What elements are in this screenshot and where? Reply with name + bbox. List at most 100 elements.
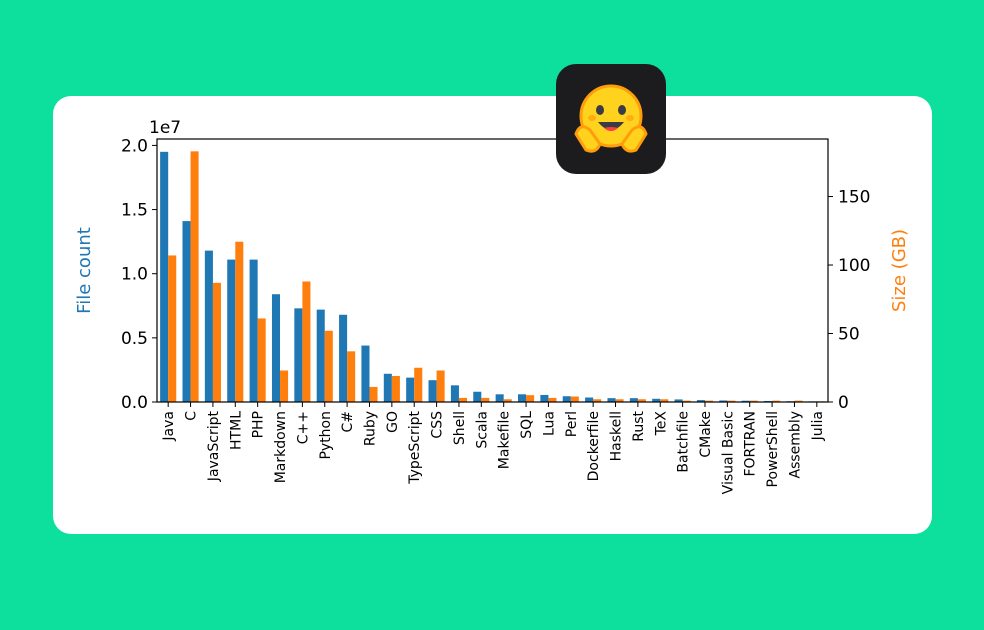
bar-file-count-1 bbox=[182, 221, 191, 402]
x-tick-label: Scala bbox=[474, 411, 490, 449]
bar-size-7 bbox=[324, 330, 333, 402]
right-tick-label: 100 bbox=[838, 256, 870, 276]
right-tick-label: 0 bbox=[838, 393, 849, 413]
bar-size-5 bbox=[280, 370, 289, 402]
bar-file-count-12 bbox=[428, 380, 437, 402]
bar-size-4 bbox=[257, 318, 266, 402]
bar-file-count-14 bbox=[473, 391, 482, 402]
bar-file-count-26 bbox=[741, 400, 750, 402]
bar-size-21 bbox=[637, 399, 646, 402]
x-tick-label: Python bbox=[318, 411, 334, 460]
bar-file-count-5 bbox=[271, 294, 281, 402]
x-tick-label: Julia bbox=[810, 411, 826, 441]
bar-size-23 bbox=[682, 400, 691, 402]
right-axis-label: Size (GB) bbox=[889, 229, 910, 312]
bar-size-1 bbox=[190, 151, 199, 402]
bar-file-count-8 bbox=[339, 314, 348, 402]
x-tick-label: PowerShell bbox=[765, 411, 781, 487]
x-tick-label: HTML bbox=[228, 411, 244, 450]
bar-file-count-6 bbox=[294, 308, 303, 402]
bar-file-count-4 bbox=[249, 259, 258, 402]
bar-size-19 bbox=[593, 399, 602, 402]
x-tick-label: GO bbox=[385, 411, 401, 433]
hugging-face-emoji-icon bbox=[574, 84, 648, 153]
x-tick-label: Lua bbox=[541, 411, 557, 436]
bar-size-28 bbox=[794, 400, 803, 402]
bar-size-18 bbox=[570, 396, 579, 402]
bar-file-count-13 bbox=[450, 385, 459, 402]
right-tick-label: 50 bbox=[838, 325, 860, 345]
x-tick-label: Makefile bbox=[497, 411, 513, 469]
x-tick-label: Shell bbox=[452, 411, 468, 445]
bar-size-2 bbox=[212, 282, 221, 402]
x-tick-label: CSS bbox=[430, 411, 446, 439]
bar-file-count-22 bbox=[652, 398, 661, 402]
bar-file-count-11 bbox=[406, 377, 415, 402]
x-tick-label: Assembly bbox=[787, 411, 803, 478]
bar-size-15 bbox=[503, 399, 512, 402]
bar-size-9 bbox=[369, 386, 378, 402]
bar-size-12 bbox=[436, 370, 445, 402]
x-tick-label: C# bbox=[340, 411, 356, 433]
plot-frame bbox=[156, 138, 829, 403]
x-tick-label: Ruby bbox=[362, 411, 378, 446]
bar-file-count-2 bbox=[204, 250, 213, 402]
bar-file-count-7 bbox=[316, 309, 325, 402]
bar-file-count-23 bbox=[674, 399, 683, 402]
bar-size-6 bbox=[302, 281, 311, 402]
left-tick-label: 1.5 bbox=[121, 201, 148, 221]
left-tick-label: 1.0 bbox=[121, 265, 148, 285]
bar-file-count-16 bbox=[517, 394, 527, 402]
bar-size-3 bbox=[235, 241, 244, 402]
left-tick-label: 0.0 bbox=[121, 393, 148, 413]
x-tick-label: C bbox=[184, 411, 200, 421]
x-tick-label: Haskell bbox=[609, 411, 625, 461]
bar-file-count-3 bbox=[227, 259, 236, 402]
bar-chart: 0.0 0.5 1.0 1.5 2.0 0 50 100 150 Java C JavaScrip… bbox=[74, 118, 910, 494]
left-tick-label: 0.5 bbox=[121, 329, 148, 349]
bar-file-count-15 bbox=[495, 394, 504, 402]
bar-size-13 bbox=[458, 397, 468, 402]
bar-size-24 bbox=[704, 400, 714, 402]
x-tick-label: TypeScript bbox=[407, 410, 423, 484]
x-tick-label: SQL bbox=[519, 411, 535, 439]
bar-size-11 bbox=[414, 367, 423, 402]
bar-size-16 bbox=[526, 395, 535, 402]
bar-size-8 bbox=[347, 351, 356, 402]
bar-size-25 bbox=[727, 400, 736, 402]
x-tick-label: CMake bbox=[698, 411, 714, 458]
bar-size-22 bbox=[660, 399, 669, 402]
bar-file-count-24 bbox=[696, 400, 705, 402]
bar-file-count-25 bbox=[719, 400, 728, 402]
x-tick-label: FORTRAN bbox=[743, 411, 759, 477]
bar-file-count-0 bbox=[160, 151, 169, 402]
hugging-face-logo bbox=[556, 64, 666, 174]
x-tick-label: TeX bbox=[653, 411, 669, 437]
bar-size-17 bbox=[548, 397, 557, 402]
x-tick-label: Perl bbox=[564, 411, 580, 437]
bar-size-0 bbox=[168, 255, 177, 402]
x-tick-label: PHP bbox=[251, 411, 267, 438]
x-tick-label: C++ bbox=[295, 411, 311, 444]
bar-size-27 bbox=[772, 400, 781, 402]
x-tick-label: Java bbox=[161, 411, 177, 442]
right-tick-label: 150 bbox=[838, 188, 870, 208]
left-axis-label: File count bbox=[74, 227, 95, 314]
bar-size-20 bbox=[615, 399, 624, 402]
bar-file-count-19 bbox=[585, 397, 594, 402]
bar-file-count-20 bbox=[607, 398, 616, 402]
bar-size-26 bbox=[749, 400, 758, 402]
bar-file-count-9 bbox=[361, 345, 370, 402]
bar-size-14 bbox=[481, 397, 490, 402]
bar-file-count-17 bbox=[540, 394, 549, 402]
bar-file-count-10 bbox=[383, 373, 392, 402]
x-tick-label: Dockerfile bbox=[586, 411, 602, 481]
bar-size-10 bbox=[391, 375, 400, 402]
x-tick-label: Rust bbox=[631, 411, 647, 442]
x-tick-label: Visual Basic bbox=[720, 411, 736, 494]
bar-file-count-21 bbox=[629, 398, 638, 402]
left-axis-multiplier: 1e7 bbox=[149, 118, 181, 138]
x-tick-label: Markdown bbox=[273, 411, 289, 483]
left-tick-label: 2.0 bbox=[121, 136, 148, 156]
x-tick-label: Batchfile bbox=[676, 411, 692, 473]
